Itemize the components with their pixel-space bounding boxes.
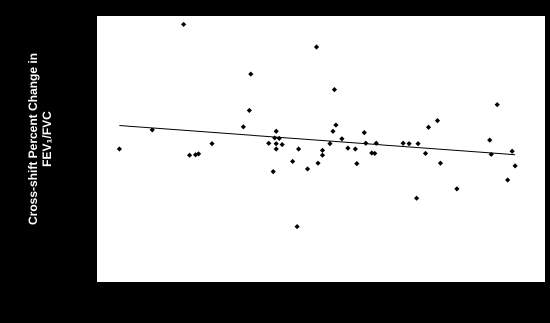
data-point <box>313 44 320 50</box>
y-axis-title-line1: Cross-shift Percent Change in <box>26 53 40 225</box>
data-point <box>434 118 441 124</box>
data-point <box>279 141 285 148</box>
x-tick-label: 1 <box>169 289 175 301</box>
x-axis-title: Log-Transformed Inhalable Endotoxin Conc… <box>167 307 485 319</box>
data-point <box>454 186 460 192</box>
data-point <box>487 137 493 143</box>
data-point <box>273 146 279 152</box>
data-points <box>116 21 518 230</box>
trendline <box>119 125 516 156</box>
data-point <box>304 166 311 172</box>
data-point <box>209 141 215 147</box>
data-point <box>296 146 302 152</box>
x-axis: 0.5 1 1.5 2 2.5 3 3.5 <box>89 282 549 301</box>
data-point <box>331 86 338 93</box>
data-point <box>352 146 358 152</box>
data-point <box>273 141 279 147</box>
data-point <box>276 135 282 141</box>
data-point <box>345 145 351 151</box>
data-point <box>319 147 326 153</box>
y-tick-label: -0.10 <box>64 188 89 200</box>
y-tick-label: -0.20 <box>64 233 89 245</box>
data-point <box>181 21 187 28</box>
data-point <box>319 152 326 158</box>
data-point <box>437 160 444 166</box>
data-point <box>488 151 494 157</box>
data-point <box>363 140 369 146</box>
data-point <box>330 128 336 134</box>
data-point <box>273 128 279 134</box>
data-point <box>290 158 296 165</box>
data-point <box>512 163 518 169</box>
data-point <box>315 160 321 166</box>
data-point <box>240 124 246 130</box>
data-point <box>294 223 300 230</box>
data-point <box>327 141 333 147</box>
data-point <box>195 151 202 157</box>
y-axis-title: Cross-shift Percent Change in FEV₁/FVC <box>26 53 54 225</box>
data-point <box>248 71 254 77</box>
data-point <box>116 146 122 152</box>
plot-area <box>97 16 545 282</box>
data-point <box>372 150 378 157</box>
data-point <box>406 141 412 147</box>
x-tick-label: 3 <box>467 289 473 301</box>
x-tick-label: 1.5 <box>239 289 254 301</box>
data-point <box>354 161 360 167</box>
data-point <box>415 141 421 147</box>
data-point <box>361 129 367 136</box>
y-axis-title-line2: FEV₁/FVC <box>40 111 54 167</box>
y-tick-label: 0.10 <box>68 100 89 112</box>
data-point <box>400 140 406 146</box>
x-tick-label: 0.5 <box>89 289 104 301</box>
data-point <box>272 135 278 141</box>
data-point <box>266 140 272 146</box>
data-point <box>505 177 511 183</box>
x-tick-label: 3.5 <box>534 289 549 301</box>
data-point <box>373 140 379 146</box>
y-tick-label: 0.30 <box>68 11 89 23</box>
y-axis: 0.30 0.20 0.10 0.00 -0.10 -0.20 -0.30 <box>64 11 97 289</box>
x-tick-label: 2.5 <box>388 289 403 301</box>
data-point <box>509 148 515 154</box>
data-point <box>413 195 420 201</box>
data-point <box>425 124 432 130</box>
data-point <box>494 102 500 108</box>
y-tick-label: -0.30 <box>64 277 89 289</box>
x-tick-label: 2 <box>318 289 324 301</box>
data-point <box>339 136 345 142</box>
data-point <box>270 169 276 175</box>
data-point <box>333 122 339 128</box>
data-point <box>186 152 193 158</box>
data-point <box>422 150 429 157</box>
data-point <box>149 127 155 133</box>
y-tick-label: 0.20 <box>68 55 89 67</box>
y-tick-label: 0.00 <box>68 144 89 156</box>
data-point <box>246 107 252 114</box>
